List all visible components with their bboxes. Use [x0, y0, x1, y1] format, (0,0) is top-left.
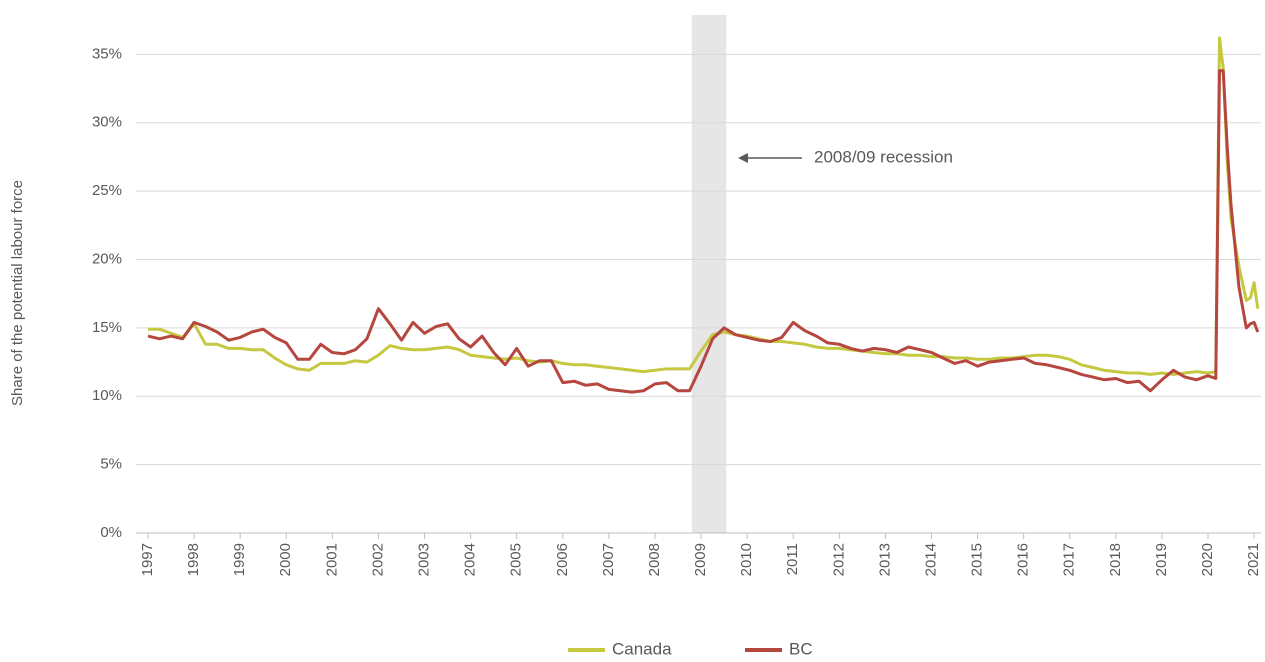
x-tick-label: 2011 [784, 543, 801, 575]
y-tick-label: 15% [92, 319, 122, 336]
y-tick-label: 20% [92, 250, 122, 267]
x-tick-label: 2000 [277, 543, 294, 576]
annotation-arrowhead [738, 153, 748, 163]
x-tick-label: 2015 [969, 543, 986, 576]
x-tick-label: 2002 [369, 543, 386, 576]
y-tick-label: 25% [92, 182, 122, 199]
x-tick-label: 2020 [1199, 543, 1216, 576]
legend-label: BC [789, 639, 813, 658]
x-tick-label: 2001 [323, 543, 340, 576]
y-tick-label: 10% [92, 387, 122, 404]
recession-band [691, 15, 727, 533]
x-tick-label: 1997 [139, 543, 156, 576]
x-tick-label: 2012 [830, 543, 847, 576]
x-tick-label: 2006 [554, 543, 571, 576]
series-line [147, 69, 1260, 394]
y-tick-label: 0% [100, 524, 122, 541]
x-tick-label: 2021 [1245, 543, 1262, 576]
x-tick-label: 2019 [1153, 543, 1170, 576]
x-tick-label: 2018 [1107, 543, 1124, 576]
y-tick-label: 30% [92, 114, 122, 131]
x-tick-label: 2009 [692, 543, 709, 576]
legend-label: Canada [612, 639, 672, 658]
y-tick-label: 5% [100, 456, 122, 473]
x-tick-label: 2013 [876, 543, 893, 576]
x-tick-label: 2004 [462, 543, 479, 576]
x-tick-label: 2003 [415, 543, 432, 576]
x-tick-label: 2010 [738, 543, 755, 576]
x-tick-label: 2017 [1061, 543, 1078, 576]
annotation: 2008/09 recession [814, 147, 953, 166]
y-tick-label: 35% [92, 45, 122, 62]
y-axis-label: Share of the potential labour force [9, 180, 26, 406]
x-tick-label: 2005 [508, 543, 525, 576]
x-tick-label: 1999 [231, 543, 248, 576]
x-tick-label: 2016 [1015, 543, 1032, 576]
x-tick-label: 2014 [922, 543, 939, 576]
x-tick-label: 2007 [600, 543, 617, 576]
x-tick-label: 1998 [185, 543, 202, 576]
x-tick-label: 2008 [646, 543, 663, 576]
